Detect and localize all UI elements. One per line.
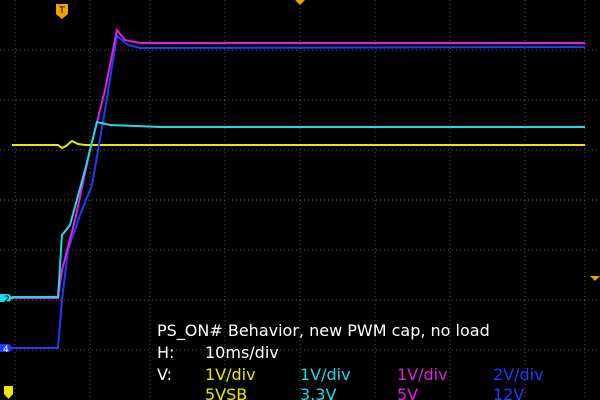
ch2-scale: 1V/div xyxy=(300,365,351,384)
ch4-label: 4 xyxy=(3,345,9,355)
trace-12v xyxy=(12,34,586,349)
trace-3v3 xyxy=(12,120,585,298)
ch2-name: 3.3V xyxy=(300,385,336,400)
ch4-marker xyxy=(0,344,13,352)
time-marker xyxy=(295,0,305,5)
ch1-scale: 1V/div xyxy=(205,365,256,384)
ch1-name: 5VSB xyxy=(205,385,247,400)
trace-5v xyxy=(12,27,585,299)
ch2-label: 2 xyxy=(4,295,10,305)
ch3-name: 5V xyxy=(397,385,418,400)
caption-title: PS_ON# Behavior, new PWM cap, no load xyxy=(157,321,490,341)
level-marker xyxy=(590,276,600,281)
v-label: V: xyxy=(157,365,172,384)
trigger-label: T xyxy=(58,6,65,16)
h-label: H: xyxy=(157,343,174,362)
trigger-marker xyxy=(56,4,68,19)
ch4-scale: 2V/div xyxy=(493,365,544,384)
ch3-scale: 1V/div xyxy=(397,365,448,384)
h-scale: 10ms/div xyxy=(205,343,279,362)
ch1-ground-marker xyxy=(4,386,13,399)
ch2-marker xyxy=(0,294,13,302)
ch4-name: 12V xyxy=(493,385,524,400)
trace-5vsb xyxy=(12,139,585,150)
